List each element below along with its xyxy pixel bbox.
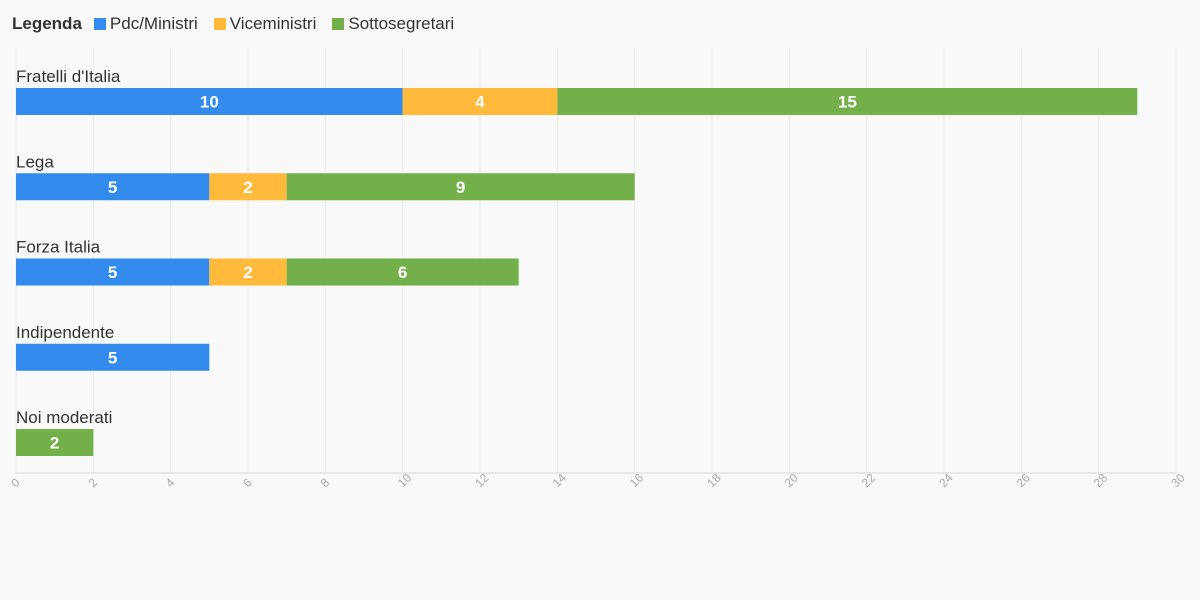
bar-segment [16,258,210,286]
legend-swatch-sottosegretari [332,18,345,30]
legend-label-viceministri: Viceministri [229,14,317,33]
legend-item-sottosegretari[interactable]: Sottosegretari [332,14,454,34]
bar-segment [16,88,403,115]
bar-value-label: 6 [398,263,407,282]
legend-label-pdc-ministri: Pdc/Ministri [109,14,198,33]
legend: Legenda Pdc/Ministri Viceministri Sottos… [12,13,470,35]
category-label: Noi moderati [16,408,112,427]
legend-label-sottosegretari: Sottosegretari [348,14,455,33]
bar-value-label: 4 [475,93,485,112]
legend-swatch-viceministri [213,18,226,30]
x-tick-label: 0 [8,475,23,490]
bar-value-label: 10 [200,93,219,112]
bar-segment [16,173,210,201]
bar-value-label: 2 [243,263,252,282]
bar-segment [286,173,635,201]
x-tick-label: 8 [318,475,333,490]
category-label: Lega [16,152,54,171]
category-label: Forza Italia [16,238,101,257]
category-label: Indipendente [16,323,114,342]
x-tick-label: 4 [163,475,178,490]
bar-value-label: 5 [108,263,117,282]
legend-item-pdc-ministri[interactable]: Pdc/Ministri [93,14,198,34]
legend-item-viceministri[interactable]: Viceministri [213,14,317,34]
bar-segment [209,258,287,286]
x-tick-label: 6 [240,475,255,490]
bar-segment [16,429,94,456]
bar-value-label: 5 [108,348,117,367]
legend-swatch-pdc-ministri [93,18,106,30]
bar-value-label: 5 [108,178,117,197]
bar-segment [209,173,287,201]
bar-value-label: 2 [243,178,252,197]
bar-segment [16,343,210,371]
bar-segment [557,88,1138,115]
legend-title: Legenda [12,14,82,33]
bar-segment [402,88,558,115]
x-tick-label: 2 [86,475,101,490]
bar-value-label: 2 [50,434,59,453]
bar-segment [286,258,519,286]
bar-value-label: 9 [456,178,465,197]
category-label: Fratelli d'Italia [16,67,121,86]
bar-value-label: 15 [838,93,857,112]
